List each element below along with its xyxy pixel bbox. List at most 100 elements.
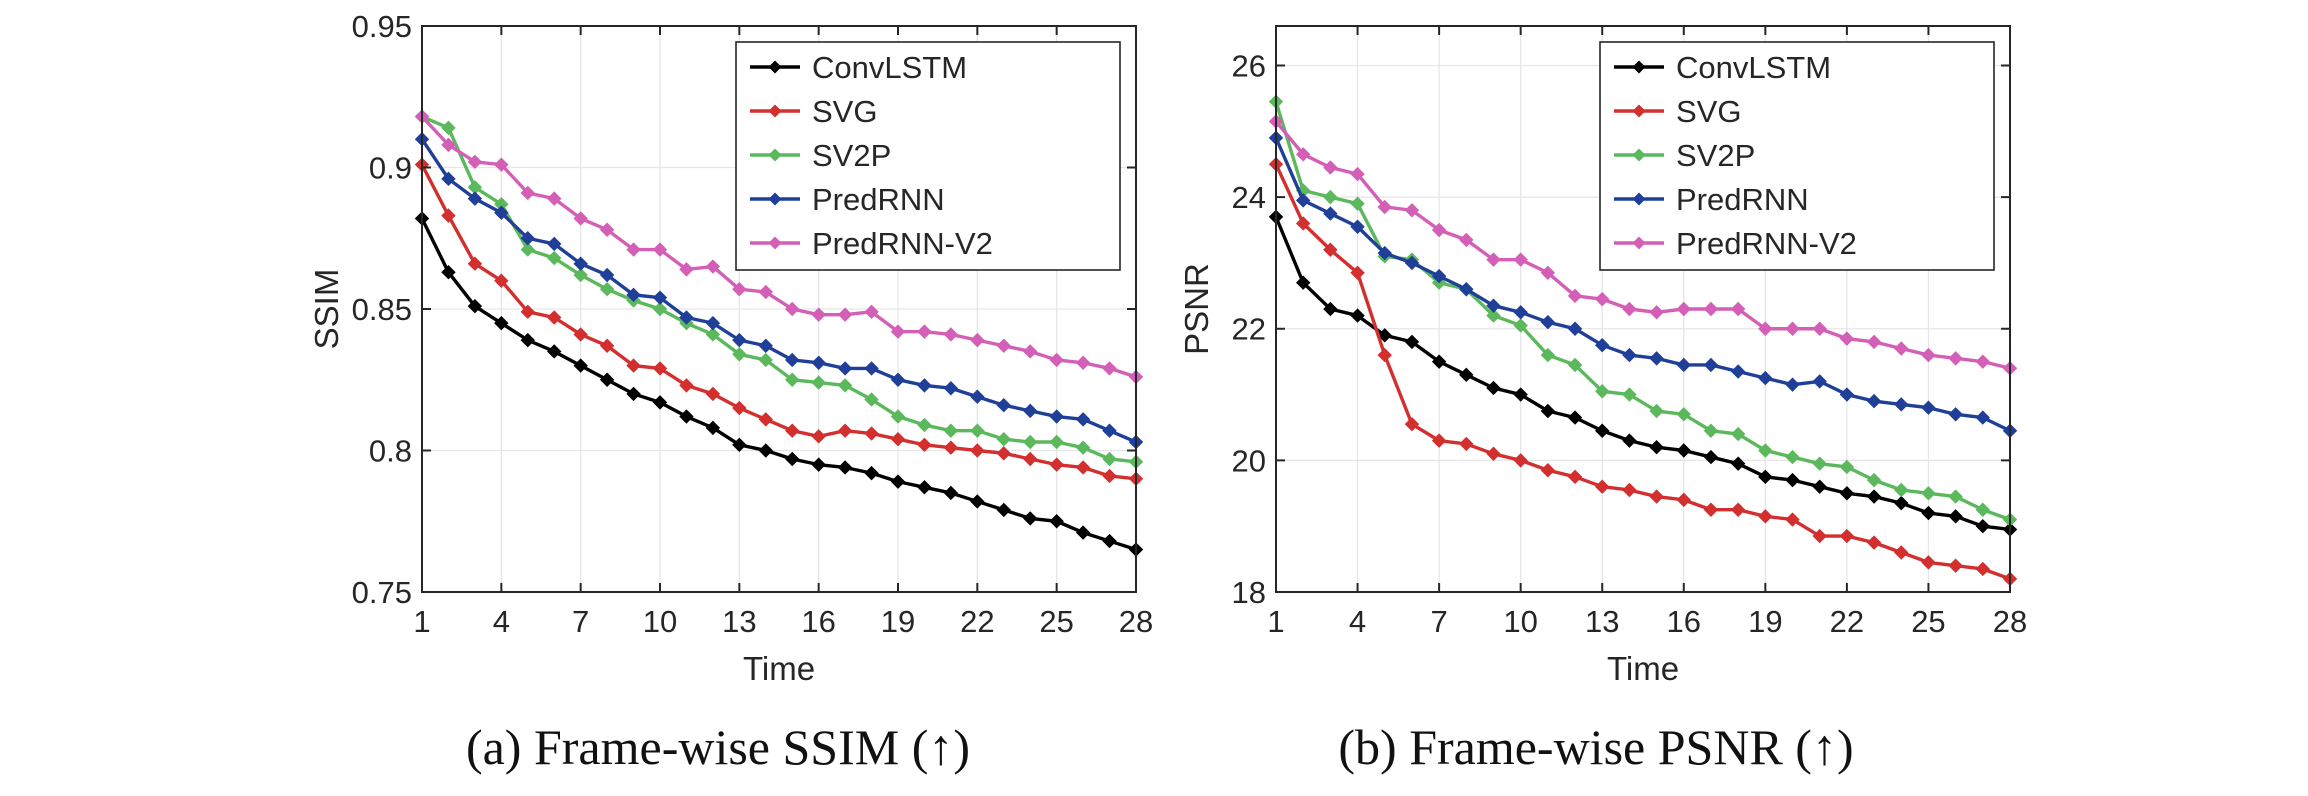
series-layer (414, 109, 1144, 557)
series-line (420, 115, 1137, 379)
x-tick-label: 10 (1503, 604, 1537, 639)
data-point-marker (1459, 436, 1474, 452)
data-point-marker (1350, 166, 1365, 182)
data-point-marker (441, 265, 456, 280)
data-point-marker (1730, 502, 1746, 517)
data-point-marker (1676, 492, 1691, 508)
data-point-marker (1404, 255, 1420, 271)
x-tick-label: 28 (1993, 604, 2027, 639)
data-point-marker (494, 273, 509, 288)
data-point-marker (1377, 328, 1392, 343)
data-point-marker (679, 310, 694, 325)
data-point-marker (1758, 509, 1773, 524)
x-axis-label: Time (1607, 650, 1679, 687)
data-point-marker (1513, 252, 1528, 267)
data-point-marker (1622, 482, 1637, 498)
data-point-marker (1102, 361, 1117, 376)
data-point-marker (811, 375, 826, 390)
data-point-marker (1486, 446, 1501, 461)
data-point-marker (1839, 387, 1855, 402)
legend-entry-predrnn-v2: PredRNN-V2 (1614, 226, 1857, 261)
data-point-marker (573, 327, 588, 342)
data-point-marker (758, 284, 773, 300)
legend-swatch-marker (768, 192, 782, 206)
data-point-marker (520, 185, 535, 201)
data-point-marker (1595, 337, 1610, 353)
data-point-marker (1676, 443, 1691, 458)
data-point-marker (1948, 509, 1963, 524)
data-point-marker (785, 451, 800, 467)
data-point-marker (705, 315, 721, 331)
x-tick-label: 25 (1039, 604, 1073, 639)
data-point-marker (1513, 305, 1528, 320)
data-point-marker (1023, 511, 1038, 526)
data-point-marker (1323, 189, 1338, 205)
data-point-marker (1513, 387, 1528, 402)
data-point-marker (1404, 203, 1420, 218)
data-point-marker (1075, 440, 1091, 455)
data-point-marker (1513, 318, 1528, 333)
data-point-marker (1295, 147, 1311, 162)
data-point-marker (626, 287, 641, 303)
data-point-marker (890, 431, 906, 447)
data-point-marker (890, 372, 906, 387)
y-tick-label: 0.85 (352, 292, 412, 327)
data-point-marker (864, 392, 879, 407)
x-axis-label: Time (743, 650, 815, 687)
legend-entry-sv2p: SV2P (1614, 138, 1755, 173)
data-point-marker (1839, 528, 1855, 544)
data-point-marker (1350, 308, 1365, 323)
data-point-marker (732, 400, 747, 416)
data-point-marker (705, 327, 721, 342)
data-point-marker (1622, 433, 1637, 448)
data-point-marker (1866, 393, 1882, 409)
series-line (420, 138, 1137, 444)
axis-ticks: 1 4 7 10 13 16 19 22 25 28 0.75 0.8 0.85 0.9 0.95 (352, 9, 1154, 639)
data-point-marker (890, 409, 906, 424)
data-point-marker (837, 378, 853, 393)
data-point-marker (1377, 347, 1392, 363)
data-point-marker (970, 332, 985, 348)
legend: ConvLSTM SVG SV2P PredRNN PredRNN-V2 (1599, 41, 1995, 271)
legend-swatch-marker (1632, 236, 1646, 250)
data-point-marker (1785, 321, 1800, 336)
y-tick-label: 24 (1232, 180, 1266, 215)
data-point-marker (1323, 301, 1338, 317)
data-point-marker (1975, 354, 1991, 369)
data-point-marker (758, 443, 773, 458)
data-point-marker (1567, 288, 1583, 304)
data-point-marker (1377, 245, 1392, 261)
data-point-marker (1866, 489, 1882, 504)
data-point-marker (864, 304, 879, 320)
x-tick-label: 4 (1349, 604, 1366, 639)
series-predrnn (414, 131, 1144, 450)
data-point-marker (1785, 472, 1800, 488)
data-point-marker (996, 338, 1011, 353)
data-point-marker (494, 157, 509, 172)
series-predrnn-v2 (1268, 114, 2018, 376)
legend-swatch-marker (768, 104, 782, 118)
data-point-marker (1459, 367, 1474, 383)
data-point-marker (1975, 561, 1991, 577)
data-point-marker (1948, 558, 1963, 573)
data-point-marker (1567, 410, 1583, 425)
y-tick-label: 26 (1232, 48, 1266, 83)
data-point-marker (1975, 410, 1991, 425)
data-point-marker (1649, 440, 1664, 455)
legend-swatch-marker (768, 236, 782, 250)
legend-label: SV2P (1676, 138, 1755, 173)
data-point-marker (1649, 351, 1664, 366)
panel-caption: (a) Frame-wise SSIM (↑) (466, 719, 970, 775)
data-point-marker (943, 381, 959, 396)
data-point-marker (811, 429, 826, 444)
data-point-marker (1049, 352, 1064, 368)
data-point-marker (1540, 314, 1556, 330)
data-point-marker (626, 242, 641, 257)
legend-label: PredRNN-V2 (1676, 226, 1857, 261)
data-point-marker (441, 171, 456, 187)
data-point-marker (652, 361, 668, 376)
data-point-marker (758, 338, 773, 353)
data-point-marker (943, 327, 959, 342)
legend-swatch-marker (1632, 192, 1646, 206)
series-line (420, 163, 1137, 481)
